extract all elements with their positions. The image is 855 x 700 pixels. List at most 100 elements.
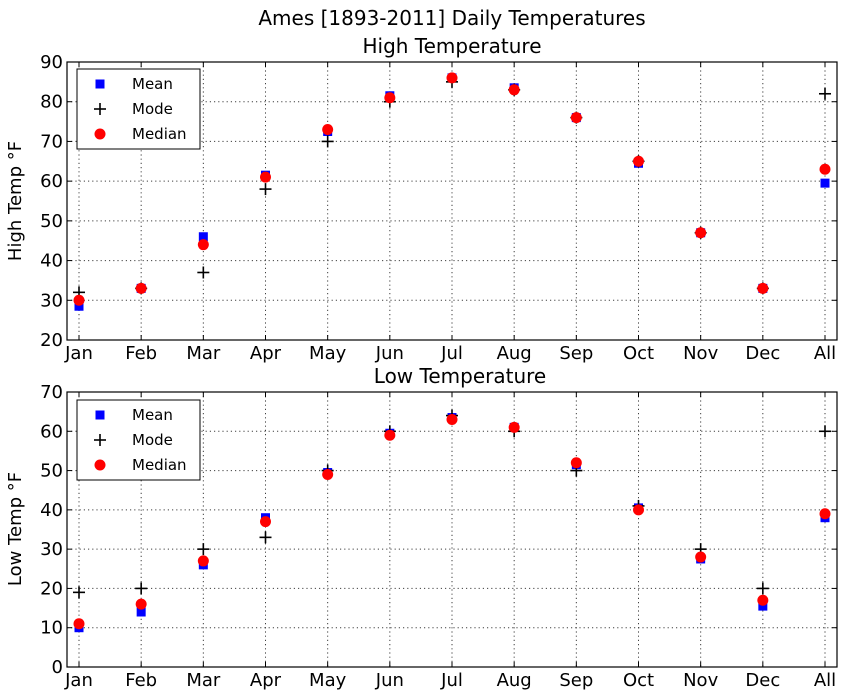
legend-median-marker xyxy=(94,128,106,140)
y-tick-label: 0 xyxy=(52,657,63,678)
legend-mode-marker xyxy=(94,434,106,446)
low-temperature-panel: Low Temperature Low Temp °F Jan Feb Mar Apr… xyxy=(5,364,838,691)
y-tick-label: 40 xyxy=(40,500,63,521)
legend-mode-marker xyxy=(94,103,106,115)
y-tick-label: 30 xyxy=(40,539,63,560)
legend-median-label: Median xyxy=(132,125,187,143)
x-tick-label: Jan xyxy=(64,343,93,364)
legend-median-label: Median xyxy=(132,456,187,474)
x-tick-label: May xyxy=(309,343,347,364)
x-tick-label: All xyxy=(814,670,836,691)
x-tick-label: Aug xyxy=(497,343,532,364)
mean-point xyxy=(758,601,768,611)
y-tick-label: 50 xyxy=(40,211,63,232)
x-tick-label: Jun xyxy=(375,343,404,364)
y-tick-label: 30 xyxy=(40,290,63,311)
x-tick-label: Jan xyxy=(64,670,93,691)
mode-point xyxy=(756,582,769,595)
median-point xyxy=(508,421,520,433)
median-point xyxy=(819,508,831,520)
x-tick-label: Dec xyxy=(745,670,780,691)
legend-mode-label: Mode xyxy=(132,100,173,118)
median-point xyxy=(446,72,458,84)
x-tick-label: Jul xyxy=(440,343,463,364)
low-temperature-title: Low Temperature xyxy=(374,364,546,388)
y-tick-label: 20 xyxy=(40,578,63,599)
x-tick-label: Oct xyxy=(623,670,654,691)
median-point xyxy=(757,594,769,606)
plot-frame xyxy=(66,391,838,668)
x-tick-label: All xyxy=(814,343,836,364)
x-tick-label: Aug xyxy=(497,670,532,691)
mean-point xyxy=(820,178,830,188)
mode-point xyxy=(819,87,831,100)
y-tick-label: 70 xyxy=(40,382,63,403)
mode-point xyxy=(197,266,210,279)
median-point xyxy=(508,84,520,96)
median-point xyxy=(695,551,707,563)
x-tick-label: Feb xyxy=(125,670,157,691)
mode-point xyxy=(321,135,334,148)
mode-point xyxy=(135,582,148,595)
y-tick-label: 20 xyxy=(40,330,63,351)
high-temperature-y-axis-label: High Temp °F xyxy=(5,141,26,261)
legend-median-marker xyxy=(94,459,106,471)
x-tick-label: Feb xyxy=(125,343,157,364)
median-point xyxy=(570,112,582,124)
y-tick-label: 80 xyxy=(40,92,63,113)
x-tick-label: Sep xyxy=(559,343,593,364)
median-point xyxy=(73,618,85,630)
median-point xyxy=(135,598,147,610)
x-tick-label: Apr xyxy=(250,670,282,691)
y-tick-label: 50 xyxy=(40,461,63,482)
low-temperature-y-axis-label: Low Temp °F xyxy=(5,472,26,586)
median-point xyxy=(446,414,458,425)
x-tick-label: Apr xyxy=(250,343,282,364)
median-point xyxy=(322,124,334,136)
mean-point xyxy=(74,301,84,311)
median-point xyxy=(384,429,396,441)
x-tick-label: Sep xyxy=(559,670,593,691)
y-tick-label: 60 xyxy=(40,171,63,192)
median-point xyxy=(633,504,644,516)
mean-point xyxy=(136,607,146,617)
x-tick-label: Mar xyxy=(186,670,221,691)
legend-mode-label: Mode xyxy=(132,431,173,449)
median-point xyxy=(384,92,396,104)
legend-mean-marker xyxy=(95,79,105,89)
mode-point xyxy=(259,183,272,196)
legend: Mean Mode Median xyxy=(76,399,201,481)
x-tick-label: Jul xyxy=(440,670,463,691)
mode-point xyxy=(259,531,272,544)
median-point xyxy=(260,171,271,183)
median-point xyxy=(322,469,334,480)
x-tick-label: Jun xyxy=(375,670,404,691)
mode-point xyxy=(197,543,210,556)
mode-point xyxy=(73,586,85,599)
median-point xyxy=(695,227,707,239)
x-tick-label: Nov xyxy=(683,670,718,691)
median-point xyxy=(633,155,644,167)
x-tick-label: Dec xyxy=(745,343,780,364)
legend-mean-label: Mean xyxy=(132,75,173,93)
y-tick-label: 10 xyxy=(40,618,63,639)
median-point xyxy=(260,516,271,528)
high-temperature-title: High Temperature xyxy=(362,34,541,58)
plot-frame xyxy=(66,61,838,341)
legend: Mean Mode Median xyxy=(76,68,201,150)
legend-mean-marker xyxy=(95,410,105,420)
legend-mean-label: Mean xyxy=(132,406,173,424)
x-tick-label: Mar xyxy=(186,343,221,364)
median-point xyxy=(819,163,831,175)
high-temperature-panel: High Temperature High Temp °F Jan Feb Mar A… xyxy=(5,34,838,364)
median-point xyxy=(757,282,769,294)
median-point xyxy=(73,294,85,306)
mean-point xyxy=(198,232,208,242)
figure-title: Ames [1893-2011] Daily Temperatures xyxy=(258,6,645,30)
y-tick-label: 90 xyxy=(40,52,63,73)
x-tick-label: Nov xyxy=(683,343,718,364)
median-point xyxy=(197,239,209,251)
y-tick-label: 60 xyxy=(40,421,63,442)
y-tick-label: 40 xyxy=(40,251,63,272)
